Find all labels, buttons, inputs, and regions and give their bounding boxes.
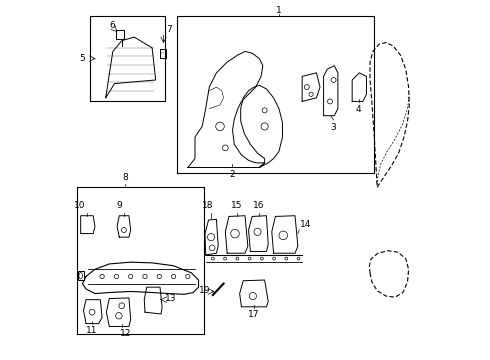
Text: 11: 11	[86, 327, 98, 336]
Text: 17: 17	[248, 310, 260, 319]
Text: 2: 2	[229, 170, 235, 179]
Text: 13: 13	[165, 294, 176, 303]
Text: 7: 7	[167, 25, 172, 34]
Text: 18: 18	[202, 201, 213, 210]
Text: 5: 5	[79, 54, 85, 63]
Text: 10: 10	[74, 201, 86, 210]
Text: 4: 4	[356, 105, 362, 114]
Text: 9: 9	[117, 201, 122, 210]
Text: 8: 8	[122, 173, 128, 182]
Text: 15: 15	[231, 201, 243, 210]
Text: 3: 3	[331, 123, 337, 132]
Text: 14: 14	[300, 220, 312, 229]
Text: 12: 12	[120, 329, 131, 338]
Text: 6: 6	[109, 21, 115, 30]
Text: 1: 1	[276, 6, 282, 15]
Text: 16: 16	[253, 201, 264, 210]
Text: 19: 19	[198, 286, 210, 295]
